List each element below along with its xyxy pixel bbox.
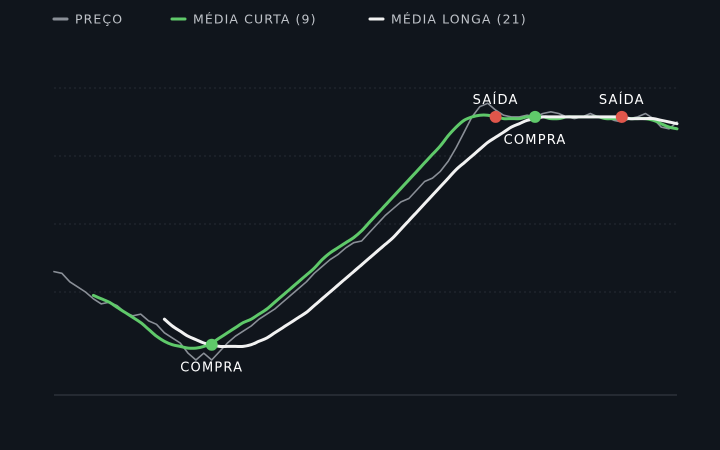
signal-markers — [205, 110, 628, 351]
short-ma-line — [91, 113, 679, 350]
sell-signal-marker — [489, 110, 502, 123]
legend-label: MÉDIA LONGA (21) — [391, 12, 527, 27]
legend-label: MÉDIA CURTA (9) — [193, 12, 317, 27]
long-ma-line — [162, 115, 679, 349]
sell-signal-marker — [615, 110, 628, 123]
legend-label: PREÇO — [75, 12, 123, 27]
sell-signal-label: SAÍDA — [473, 92, 519, 108]
grid — [54, 87, 677, 396]
sell-signal-label: SAÍDA — [599, 92, 645, 108]
legend: PREÇO MÉDIA CURTA (9) MÉDIA LONGA (21) — [52, 12, 527, 27]
buy-signal-marker — [529, 110, 542, 123]
signal-labels: COMPRA SAÍDA COMPRA SAÍDA — [180, 92, 645, 376]
buy-signal-label: COMPRA — [180, 361, 243, 376]
buy-signal-marker — [205, 338, 218, 351]
series-lines — [53, 102, 679, 361]
price-line — [53, 102, 678, 361]
buy-signal-label: COMPRA — [504, 133, 567, 148]
